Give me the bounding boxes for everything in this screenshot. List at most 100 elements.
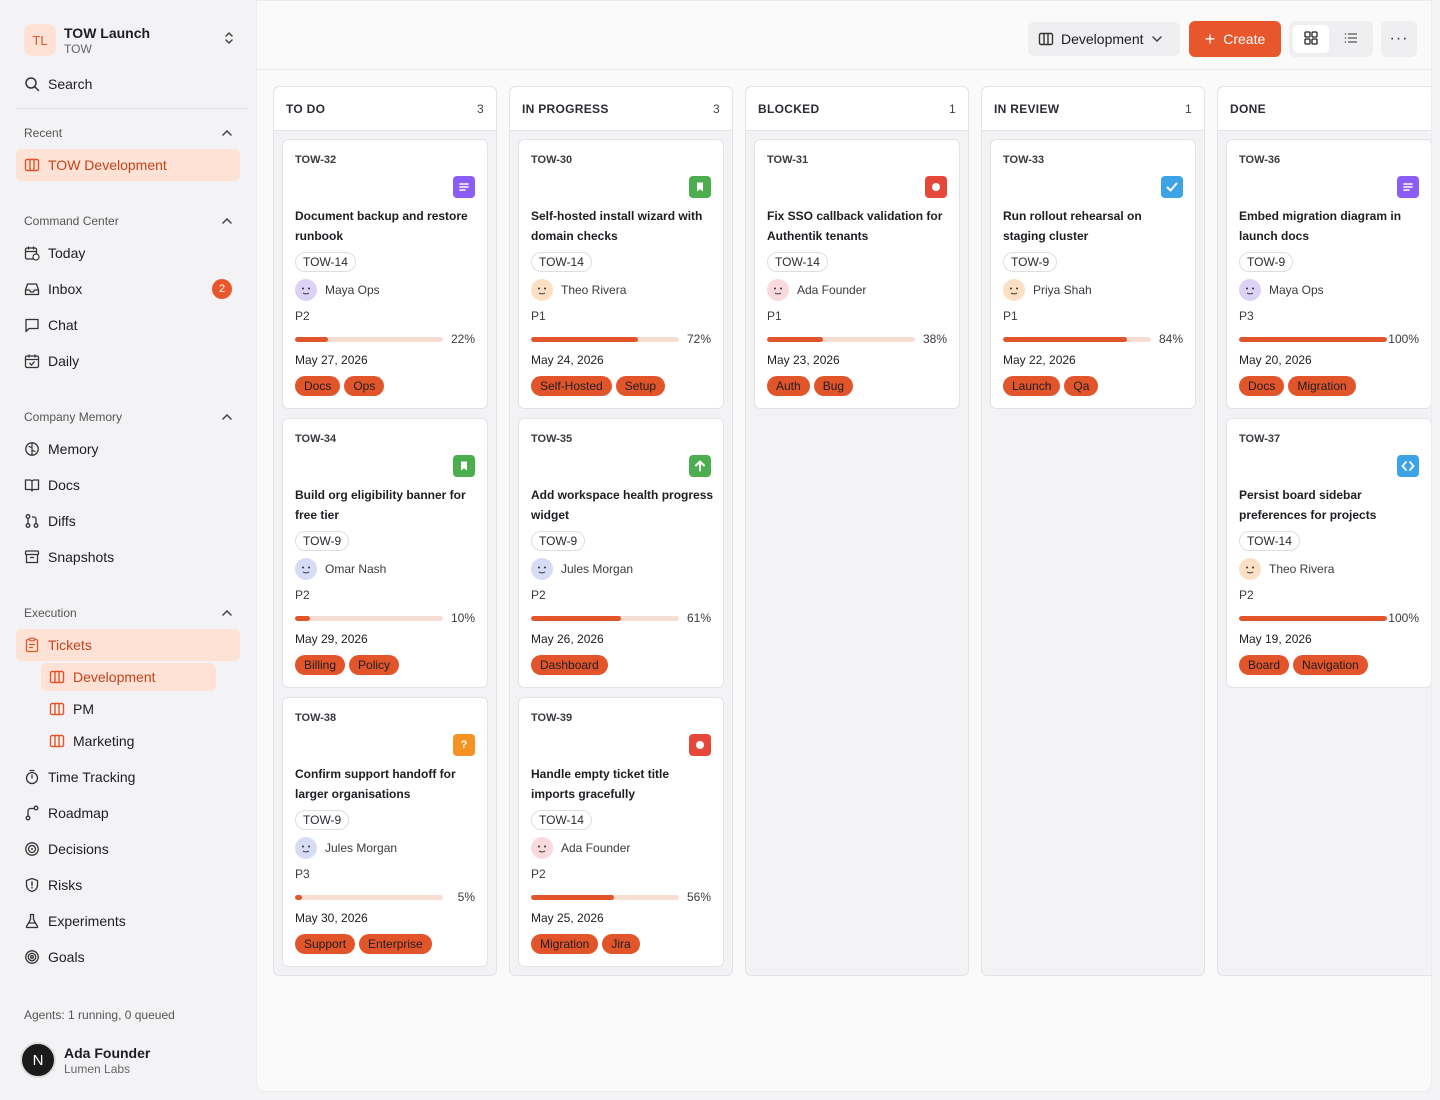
parent-ticket-chip[interactable]: TOW-9 xyxy=(1239,252,1294,272)
nav-item-marketing[interactable]: Marketing xyxy=(41,727,216,755)
nav-item-memory[interactable]: Memory xyxy=(16,433,240,465)
ticket-card[interactable]: TOW-33 Run rollout rehearsal on staging c… xyxy=(990,139,1196,409)
ticket-id: TOW-34 xyxy=(295,433,337,445)
parent-ticket-chip[interactable]: TOW-9 xyxy=(295,531,350,551)
nav-item-diffs[interactable]: Diffs xyxy=(16,505,240,537)
avatar: N xyxy=(20,1042,56,1078)
tag-chip[interactable]: Policy xyxy=(349,655,400,675)
nav-item-decisions[interactable]: Decisions xyxy=(16,833,240,865)
calendar-check-icon xyxy=(24,353,40,369)
nav-item-tickets[interactable]: Tickets xyxy=(16,629,240,661)
tag-chip[interactable]: Launch xyxy=(1003,376,1061,396)
tag-chip[interactable]: Board xyxy=(1239,655,1290,675)
progress-percent: 22% xyxy=(450,332,475,346)
ticket-card[interactable]: TOW-38? Confirm support handoff for large… xyxy=(282,697,488,967)
parent-ticket-chip[interactable]: TOW-9 xyxy=(1003,252,1058,272)
more-options-button[interactable]: ··· xyxy=(1381,21,1417,57)
tag-chip[interactable]: Setup xyxy=(615,376,666,396)
section-command-center[interactable]: Command Center xyxy=(24,213,232,229)
parent-ticket-chip[interactable]: TOW-14 xyxy=(1239,531,1300,551)
ticket-card[interactable]: TOW-35 Add workspace health progress widg… xyxy=(518,418,724,688)
ticket-card[interactable]: TOW-30 Self-hosted install wizard with do… xyxy=(518,139,724,409)
board-icon xyxy=(1038,31,1054,47)
tag-chip[interactable]: Dashboard xyxy=(531,655,608,675)
nav-item-time-tracking[interactable]: Time Tracking xyxy=(16,761,240,793)
tag-chip[interactable]: Self-Hosted xyxy=(531,376,612,396)
parent-ticket-chip[interactable]: TOW-14 xyxy=(767,252,828,272)
assignee: Omar Nash xyxy=(295,558,386,580)
parent-ticket-chip[interactable]: TOW-9 xyxy=(295,810,350,830)
ticket-card[interactable]: TOW-32 Document backup and restore runboo… xyxy=(282,139,488,409)
section-execution[interactable]: Execution xyxy=(24,605,232,621)
section-company-memory-label: Company Memory xyxy=(24,410,123,424)
avatar-face-icon xyxy=(295,279,317,301)
parent-ticket-chip[interactable]: TOW-9 xyxy=(531,531,586,551)
tag-list: Board Navigation xyxy=(1239,655,1372,675)
workspace-switcher[interactable]: TL TOW Launch TOW xyxy=(24,22,236,58)
tag-chip[interactable]: Billing xyxy=(295,655,346,675)
doc-type-icon xyxy=(453,176,475,198)
tag-chip[interactable]: Docs xyxy=(295,376,341,396)
tag-chip[interactable]: Migration xyxy=(531,934,599,954)
tag-chip[interactable]: Enterprise xyxy=(359,934,432,954)
tag-chip[interactable]: Docs xyxy=(1239,376,1285,396)
section-company-memory[interactable]: Company Memory xyxy=(24,409,232,425)
view-selector[interactable]: Development xyxy=(1028,22,1180,56)
list-view-button[interactable] xyxy=(1333,25,1369,53)
tag-chip[interactable]: Migration xyxy=(1288,376,1356,396)
parent-ticket-chip[interactable]: TOW-14 xyxy=(531,252,592,272)
nav-item-inbox[interactable]: Inbox 2 xyxy=(16,273,240,305)
more-icon: ··· xyxy=(1389,30,1409,47)
nav-item-tow-development[interactable]: TOW Development xyxy=(16,149,240,181)
progress-fill xyxy=(531,616,621,621)
avatar-face-icon xyxy=(295,558,317,580)
parent-ticket-chip[interactable]: TOW-14 xyxy=(295,252,356,272)
ticket-card[interactable]: TOW-34 Build org eligibility banner for f… xyxy=(282,418,488,688)
nav-item-snapshots[interactable]: Snapshots xyxy=(16,541,240,573)
nav-item-development[interactable]: Development xyxy=(41,663,216,691)
tag-chip[interactable]: Bug xyxy=(813,376,854,396)
tag-chip[interactable]: Qa xyxy=(1064,376,1099,396)
board-icon xyxy=(24,157,40,173)
user-menu[interactable]: N Ada Founder Lumen Labs xyxy=(20,1042,150,1078)
grid-view-button[interactable] xyxy=(1293,25,1329,53)
nav-item-pm[interactable]: PM xyxy=(41,695,216,723)
nav-item-experiments[interactable]: Experiments xyxy=(16,905,240,937)
tag-chip[interactable]: Auth xyxy=(767,376,810,396)
nav-item-roadmap[interactable]: Roadmap xyxy=(16,797,240,829)
create-button[interactable]: + Create xyxy=(1189,21,1281,57)
tag-list: Docs Migration xyxy=(1239,376,1360,396)
ticket-id: TOW-33 xyxy=(1003,154,1045,166)
nav-item-today[interactable]: Today xyxy=(16,237,240,269)
nav-item-risks[interactable]: Risks xyxy=(16,869,240,901)
nav-item-docs[interactable]: Docs xyxy=(16,469,240,501)
progress-percent: 61% xyxy=(686,611,711,625)
chevron-up-icon xyxy=(222,128,232,139)
column-title: DONE xyxy=(1230,101,1266,116)
tag-chip[interactable]: Jira xyxy=(602,934,640,954)
tag-chip[interactable]: Navigation xyxy=(1293,655,1368,675)
nav-item-daily[interactable]: Daily xyxy=(16,345,240,377)
search-button[interactable]: Search xyxy=(16,68,240,100)
avatar-face-icon xyxy=(1003,279,1025,301)
ticket-title: Run rollout rehearsal on staging cluster xyxy=(1003,209,1142,243)
avatar-face-icon xyxy=(767,279,789,301)
ticket-card[interactable]: TOW-39 Handle empty ticket title imports … xyxy=(518,697,724,967)
ticket-card[interactable]: TOW-31 Fix SSO callback validation for Au… xyxy=(754,139,960,409)
tag-chip[interactable]: Support xyxy=(295,934,356,954)
nav-item-goals[interactable]: Goals xyxy=(16,941,240,973)
nav-item-label: Time Tracking xyxy=(48,769,136,785)
assignee: Ada Founder xyxy=(767,279,866,301)
parent-ticket-chip[interactable]: TOW-14 xyxy=(531,810,592,830)
nav-item-chat[interactable]: Chat xyxy=(16,309,240,341)
tag-chip[interactable]: Ops xyxy=(344,376,385,396)
section-recent[interactable]: Recent xyxy=(24,125,232,141)
ticket-card[interactable]: TOW-36 Embed migration diagram in launch … xyxy=(1226,139,1431,409)
inbox-count-badge: 2 xyxy=(212,279,232,299)
assignee-name: Jules Morgan xyxy=(325,841,398,855)
chevron-up-down-icon xyxy=(222,31,236,49)
section-execution-label: Execution xyxy=(24,606,77,620)
view-mode-toggle xyxy=(1289,21,1373,57)
assignee-name: Ada Founder xyxy=(797,283,867,297)
ticket-card[interactable]: TOW-37 Persist board sidebar preferences … xyxy=(1226,418,1431,688)
